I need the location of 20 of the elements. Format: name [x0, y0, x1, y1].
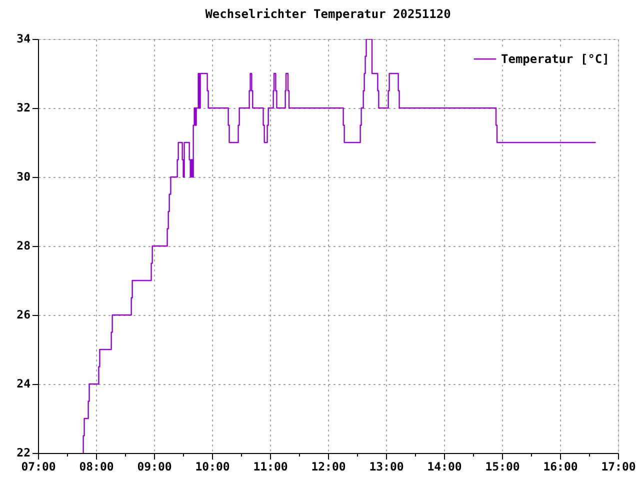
chart-title: Wechselrichter Temperatur 20251120 — [205, 7, 451, 21]
x-tick-label: 08:00 — [79, 460, 114, 474]
y-tick-label: 24 — [16, 376, 31, 390]
x-tick-label: 16:00 — [543, 460, 578, 474]
y-tick-label: 30 — [16, 170, 31, 184]
x-tick-label: 11:00 — [253, 460, 288, 474]
legend-label: Temperatur [°C] — [501, 52, 610, 66]
x-tick-label: 17:00 — [601, 460, 636, 474]
x-tick-label: 09:00 — [137, 460, 172, 474]
y-tick-label: 34 — [16, 32, 31, 46]
y-tick-label: 22 — [16, 446, 30, 460]
x-tick-label: 07:00 — [21, 460, 56, 474]
y-tick-label: 26 — [16, 308, 31, 322]
x-tick-label: 14:00 — [427, 460, 462, 474]
x-tick-label: 10:00 — [195, 460, 230, 474]
x-tick-label: 15:00 — [485, 460, 520, 474]
y-tick-label: 32 — [16, 100, 30, 114]
x-tick-label: 12:00 — [311, 460, 346, 474]
y-tick-label: 28 — [16, 238, 31, 252]
x-tick-label: 13:00 — [369, 460, 404, 474]
